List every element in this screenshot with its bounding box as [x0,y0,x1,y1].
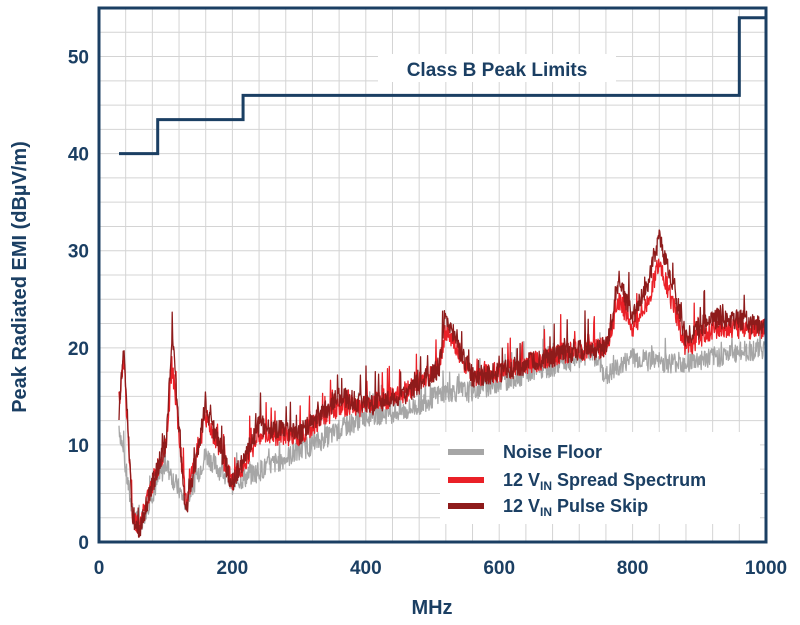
x-tick-label: 800 [617,558,649,579]
limit-layer [119,16,766,156]
y-tick-label: 40 [68,145,89,166]
series-layer [118,229,767,538]
y-tick-label: 30 [68,242,89,263]
y-tick-label: 10 [68,436,89,457]
series-pulse-skip [118,229,767,538]
legend-label-spread-spectrum: 12 VIN Spread Spectrum [503,470,706,493]
y-tick-label: 50 [68,48,89,69]
x-tick-label: 1000 [745,558,787,579]
plot-frame [97,6,768,544]
legend-label-pulse-skip: 12 VIN Pulse Skip [503,496,648,519]
x-tick-labels: 0 200 400 600 800 1000 [94,558,787,579]
class-b-annotation: Class B Peak Limits [407,60,588,81]
x-tick-label: 0 [94,558,105,579]
y-axis-title: Peak Radiated EMI (dBµV/m) [9,141,31,413]
legend-background [440,432,760,524]
annotation-background [378,54,616,82]
y-tick-label: 20 [68,339,89,360]
x-tick-label: 600 [483,558,515,579]
x-tick-label: 200 [217,558,249,579]
y-tick-label: 0 [78,533,89,554]
x-axis-title: MHz [411,597,452,619]
class-b-limit-line [119,16,766,156]
x-tick-label: 400 [350,558,382,579]
legend-label-noise-floor: Noise Floor [503,442,602,462]
legend: Noise Floor 12 VIN Spread Spectrum 12 VI… [440,432,760,524]
y-tick-labels: 0 10 20 30 40 50 [68,48,89,554]
